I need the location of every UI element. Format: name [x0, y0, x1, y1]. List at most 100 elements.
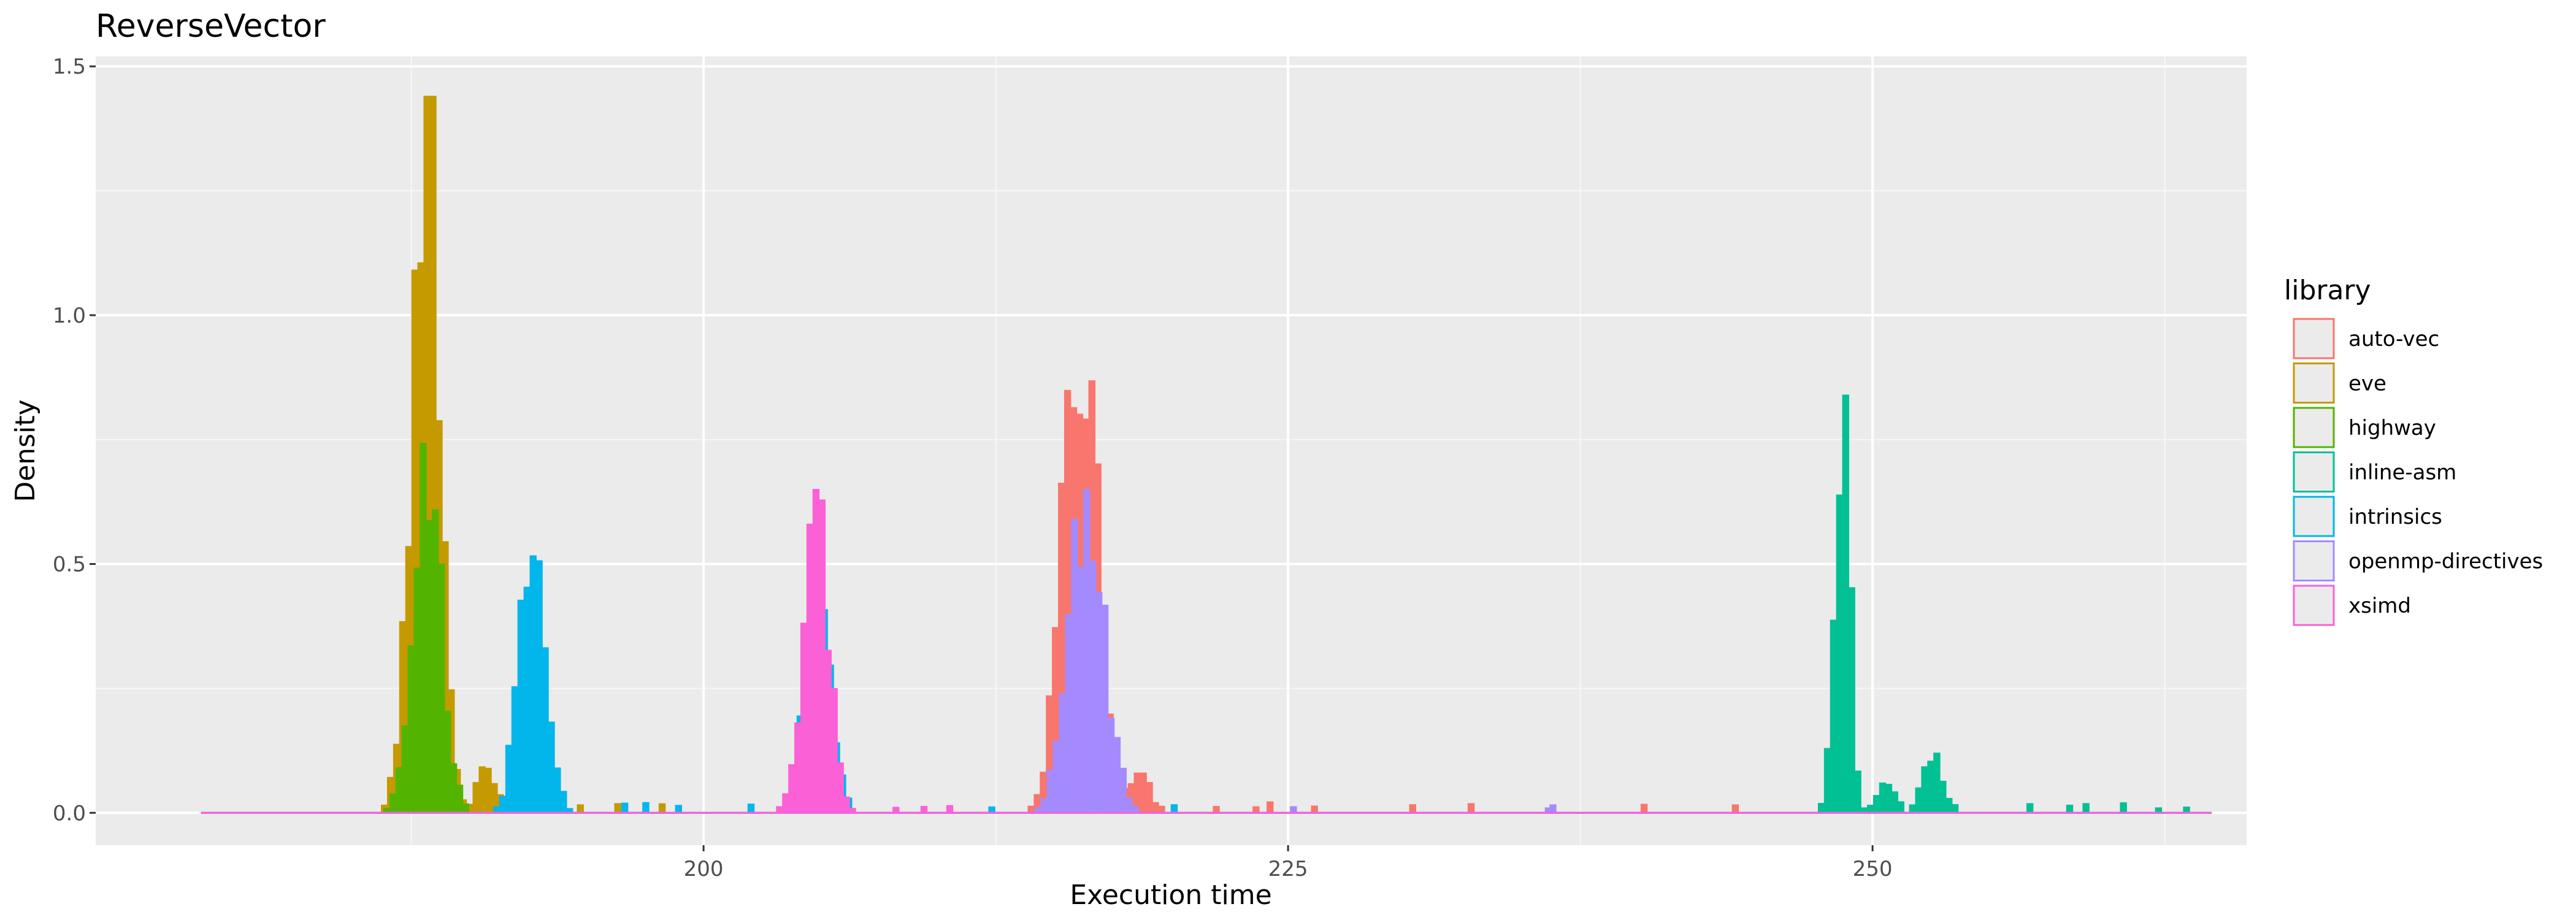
histogram-bar [1065, 614, 1072, 814]
histogram-bar [1089, 561, 1097, 814]
y-axis: 0.0 0.5 1.0 1.5 [53, 55, 96, 826]
histogram-bar [542, 647, 549, 814]
histogram-bar [642, 802, 650, 814]
legend-label: xsimd [2348, 594, 2411, 618]
histogram-bar [1915, 787, 1922, 814]
histogram-bar [1933, 753, 1941, 814]
histogram-bar [782, 793, 789, 814]
histogram-bar [1640, 803, 1648, 814]
histogram-bar [517, 599, 525, 814]
y-tick-label: 0.0 [53, 801, 86, 826]
legend-key-background [2293, 451, 2334, 493]
legend-items: auto-vec eve highway inline-asm intrinsics op… [2293, 318, 2543, 626]
histogram-bar [450, 763, 458, 814]
histogram-bar [535, 560, 543, 814]
histogram-bar [389, 793, 397, 814]
histogram-bar [1170, 804, 1178, 814]
legend-swatch [2293, 496, 2335, 537]
histogram-bar [1897, 801, 1904, 814]
histogram-bars [201, 96, 2212, 814]
histogram-bar [1409, 804, 1416, 814]
histogram-bar [1939, 781, 1947, 814]
histogram-bar [1290, 806, 1297, 814]
histogram-bar [794, 722, 802, 814]
histogram-bar [1152, 802, 1159, 814]
histogram-bar [1140, 772, 1147, 814]
histogram-bar [499, 795, 507, 814]
legend-label: openmp-directives [2348, 550, 2543, 574]
legend-swatch [2293, 451, 2335, 493]
histogram-bar [1854, 770, 1861, 814]
y-tick-label: 0.5 [53, 553, 86, 577]
histogram-bar [1731, 804, 1739, 814]
legend-key-background [2293, 362, 2334, 404]
histogram-bar [788, 764, 795, 814]
histogram-bar [2066, 804, 2074, 814]
legend-swatch [2293, 318, 2335, 359]
histogram-bar [523, 586, 531, 814]
x-tick-label: 200 [684, 857, 724, 881]
histogram-bar [426, 519, 433, 814]
histogram-bar [1885, 783, 1893, 814]
histogram-bar [443, 710, 451, 814]
histogram-bar [800, 623, 808, 814]
histogram-bar [1879, 782, 1887, 814]
histogram-bar [1125, 797, 1133, 814]
histogram-bar [407, 645, 415, 814]
histogram-bar [420, 442, 427, 814]
legend-swatch [2293, 407, 2335, 448]
histogram-bar [1873, 795, 1880, 814]
histogram-bar [1113, 737, 1121, 814]
legend-key-background [2293, 540, 2334, 581]
histogram-bar [478, 766, 486, 814]
histogram-bar [1842, 394, 1849, 814]
histogram-bar [843, 796, 850, 814]
histogram-bar [395, 767, 403, 814]
histogram-bar [1146, 782, 1153, 814]
histogram-bar [658, 803, 666, 814]
histogram-bar [401, 725, 409, 814]
histogram-bar [824, 650, 832, 814]
histogram-bar [472, 782, 480, 814]
histogram-bar [2026, 803, 2034, 814]
histogram-bar [1052, 740, 1060, 814]
histogram-bar [1836, 494, 1844, 814]
histogram-bar [1848, 587, 1855, 814]
histogram-bar [1927, 761, 1934, 814]
y-tick-label: 1.5 [53, 55, 86, 79]
legend-label: auto-vec [2348, 327, 2439, 351]
histogram-bar [2120, 802, 2127, 814]
histogram-bar [1951, 804, 1959, 814]
histogram-bar [511, 686, 519, 814]
histogram-bar [1909, 804, 1916, 814]
histogram-bar [1549, 804, 1557, 814]
x-axis-title: Execution time [1070, 880, 1271, 911]
histogram-bar [1945, 797, 1953, 814]
histogram-bar [837, 762, 844, 814]
histogram-bar [413, 567, 421, 814]
legend-key-background [2293, 407, 2334, 448]
histogram-bar [776, 806, 783, 814]
legend-swatch [2293, 362, 2335, 404]
histogram-bar [892, 807, 900, 814]
histogram-bar [1158, 805, 1165, 814]
histogram-bar [818, 499, 826, 814]
histogram-bar [1830, 619, 1838, 814]
histogram-bar [1071, 518, 1078, 814]
legend-swatch [2293, 540, 2335, 581]
legend-label: inline-asm [2348, 461, 2456, 485]
histogram-bar [2082, 803, 2090, 814]
legend-key-background [2293, 496, 2334, 537]
histogram-bar [1027, 805, 1035, 814]
legend-label: highway [2348, 416, 2436, 440]
legend-label: eve [2348, 372, 2386, 396]
y-tick-label: 1.0 [53, 304, 86, 328]
series-xsimd [201, 489, 2212, 814]
histogram-bar [621, 802, 629, 814]
histogram-bar [1467, 803, 1475, 814]
histogram-bar [1046, 769, 1054, 814]
histogram-bar [432, 509, 439, 814]
histogram-bar [1040, 798, 1048, 814]
legend-swatch [2293, 585, 2335, 626]
